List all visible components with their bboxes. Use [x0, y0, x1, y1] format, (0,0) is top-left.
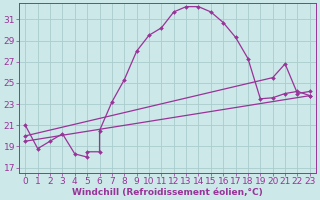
X-axis label: Windchill (Refroidissement éolien,°C): Windchill (Refroidissement éolien,°C) [72, 188, 263, 197]
